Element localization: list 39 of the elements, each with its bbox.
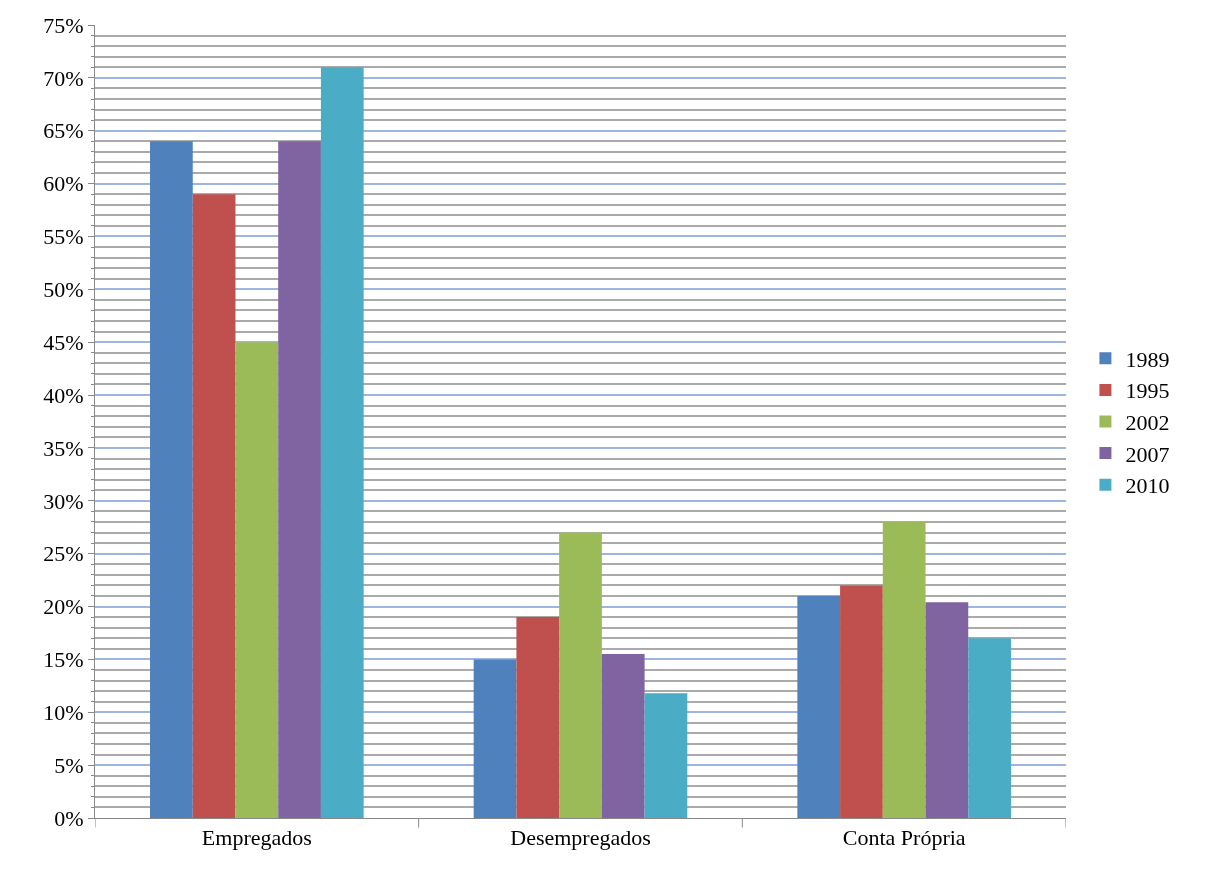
bar [559, 532, 602, 818]
y-tick-label: 35% [43, 435, 84, 461]
bar [840, 585, 883, 818]
bar [925, 602, 969, 818]
bar [968, 638, 1011, 818]
bar [516, 617, 560, 818]
y-tick-label: 40% [43, 382, 84, 408]
x-tick-label: Conta Própria [842, 825, 966, 851]
bar [473, 659, 517, 818]
bar [882, 521, 926, 818]
y-tick-label: 5% [54, 752, 84, 778]
y-tick-label: 30% [43, 488, 84, 514]
legend-label: 2007 [1125, 441, 1170, 467]
legend-label: 2010 [1125, 473, 1170, 499]
y-tick-label: 0% [54, 805, 84, 831]
y-tick-label: 75% [43, 12, 84, 38]
bar [278, 141, 321, 818]
y-tick-label: 55% [43, 224, 84, 250]
x-tick-label: Empregados [201, 825, 312, 851]
bar [644, 693, 688, 818]
y-tick-label: 10% [43, 699, 84, 725]
y-tick-label: 25% [43, 541, 84, 567]
legend-label: 2002 [1125, 410, 1170, 436]
legend-label: 1995 [1125, 378, 1170, 404]
y-tick-label: 20% [43, 594, 84, 620]
y-tick-label: 60% [43, 171, 84, 197]
y-tick-label: 50% [43, 277, 84, 303]
bar [797, 595, 841, 818]
legend-label: 1989 [1125, 346, 1170, 372]
bar [150, 141, 193, 818]
y-tick-label: 45% [43, 329, 84, 355]
bar [320, 67, 364, 818]
bar [601, 654, 645, 818]
y-tick-label: 70% [43, 65, 84, 91]
bar [235, 342, 279, 818]
x-tick-label: Desempregados [510, 825, 651, 851]
bar [192, 194, 236, 818]
y-tick-label: 65% [43, 118, 84, 144]
y-tick-label: 15% [43, 647, 84, 673]
